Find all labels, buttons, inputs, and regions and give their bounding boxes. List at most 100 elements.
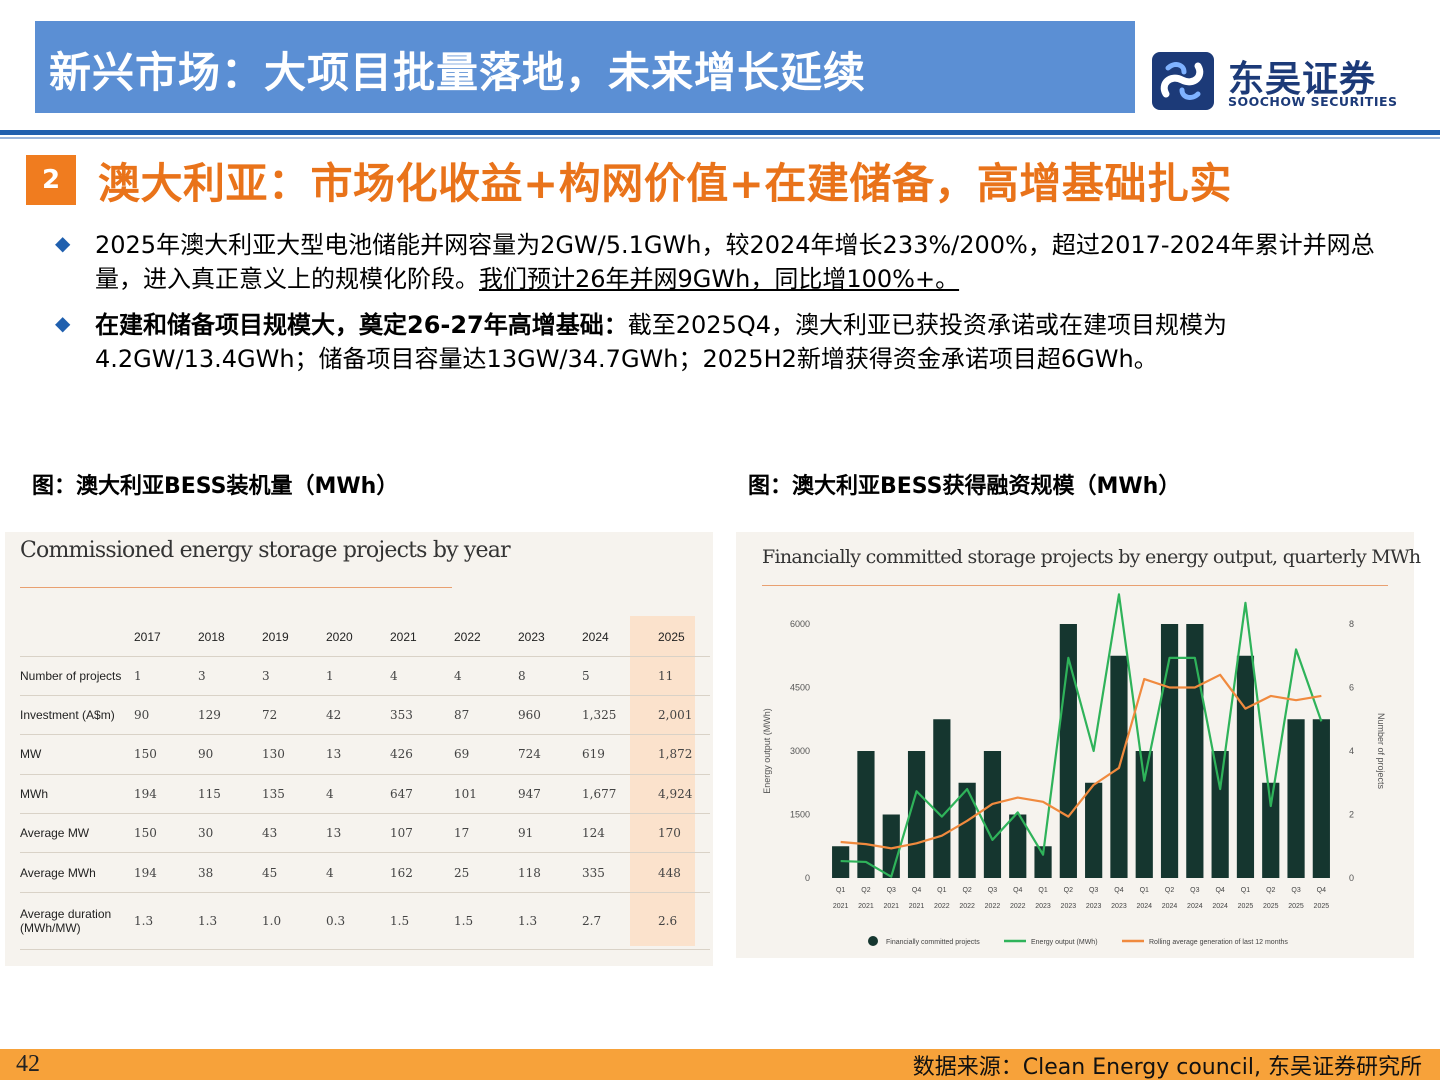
x-tick-quarter: Q1	[836, 887, 845, 894]
table-cell: 30	[198, 813, 262, 853]
y-tick-right: 0	[1349, 873, 1354, 883]
x-tick-quarter: Q2	[1064, 887, 1073, 894]
bullet-item-2: ◆ 在建和储备项目规模大，奠定26-27年高增基础：截至2025Q4，澳大利亚已…	[55, 308, 1395, 376]
x-tick-year: 2024	[1136, 903, 1152, 910]
legend-label: Financially committed projects	[886, 939, 980, 946]
table-title-rule	[20, 587, 452, 588]
y-axis-label-right: Number of projects	[1376, 713, 1386, 790]
x-tick-quarter: Q4	[1215, 887, 1224, 894]
table-cell: 3	[262, 655, 326, 696]
soochow-logo-icon	[1152, 52, 1214, 110]
table-cell: 43	[262, 813, 326, 853]
year-header: 2025	[658, 629, 685, 644]
table-cell: 101	[454, 773, 518, 814]
x-tick-year: 2024	[1162, 903, 1178, 910]
y-tick-right: 4	[1349, 746, 1354, 756]
bar	[958, 782, 976, 878]
table-cell: 170	[646, 813, 710, 853]
x-tick-year: 2023	[1061, 903, 1077, 910]
table-cell: 353	[390, 694, 454, 735]
x-tick-quarter: Q3	[988, 887, 997, 894]
x-tick-quarter: Q3	[887, 887, 896, 894]
x-tick-year: 2022	[985, 903, 1001, 910]
x-tick-year: 2021	[858, 903, 874, 910]
table-cell: 135	[262, 773, 326, 814]
row-label: MW	[20, 734, 134, 775]
y-tick-left: 6000	[790, 619, 810, 629]
table-cell: 13	[326, 734, 390, 775]
table-cell: 129	[198, 694, 262, 735]
legend-marker-bars	[868, 936, 878, 946]
table-cell: 3	[198, 655, 262, 696]
year-header: 2024	[582, 629, 609, 644]
x-tick-year: 2024	[1212, 903, 1228, 910]
legend-label: Energy output (MWh)	[1031, 939, 1098, 946]
table-cell: 335	[582, 852, 646, 893]
table-cell: 4,924	[646, 773, 710, 814]
row-label: MWh	[20, 773, 134, 814]
table-row: Average MW 150 30 43 13 107 17 91 124 170	[20, 813, 710, 853]
commissioned-projects-panel: Commissioned energy storage projects by …	[5, 532, 713, 966]
table-cell: 1	[134, 655, 198, 696]
row-label: Average MW	[20, 813, 134, 853]
table-cell: 426	[390, 734, 454, 775]
table-cell: 25	[454, 852, 518, 893]
y-tick-left: 4500	[790, 683, 810, 693]
table-cell: 1,677	[582, 773, 646, 814]
x-tick-year: 2022	[1010, 903, 1026, 910]
table-cell: 1.3	[518, 891, 582, 950]
table-cell: 107	[390, 813, 454, 853]
table-cell: 1.3	[134, 891, 198, 950]
page-number: 42	[16, 1051, 40, 1077]
bar	[1211, 751, 1229, 878]
x-tick-quarter: Q1	[937, 887, 946, 894]
table-cell: 4	[326, 852, 390, 893]
table-row: MW 150 90 130 13 426 69 724 619 1,872	[20, 734, 710, 775]
table-cell: 90	[198, 734, 262, 775]
table-cell: 17	[454, 813, 518, 853]
row-label: Average MWh	[20, 852, 134, 893]
bullet-2-text: 截至2025Q4，澳大利亚已获投资承诺或在建项目规模为4.2GW/13.4GWh…	[95, 311, 1228, 373]
financing-chart-panel: Financially committed storage projects b…	[736, 532, 1421, 958]
bullet-list: ◆ 2025年澳大利亚大型电池储能并网容量为2GW/5.1GWh，较2024年增…	[55, 228, 1395, 388]
x-tick-year: 2022	[959, 903, 975, 910]
bar	[857, 751, 875, 878]
table-title: Commissioned energy storage projects by …	[20, 538, 511, 563]
table-cell: 0.3	[326, 891, 390, 950]
table-row: Average duration (MWh/MW) 1.3 1.3 1.0 0.3 1.5…	[20, 891, 710, 950]
table-cell: 118	[518, 852, 582, 893]
table-row: Investment (A$m) 90 129 72 42 353 87 960 1,325 2,…	[20, 694, 710, 735]
row-label: Number of projects	[20, 655, 134, 696]
table-cell: 2.7	[582, 891, 646, 950]
table-cell: 5	[582, 655, 646, 696]
energy-output-line	[840, 593, 1323, 878]
y-tick-left: 3000	[790, 746, 810, 756]
table-cell: 194	[134, 852, 198, 893]
row-label: Investment (A$m)	[20, 694, 134, 735]
x-tick-year: 2023	[1086, 903, 1102, 910]
table-cell: 1,872	[646, 734, 710, 775]
x-tick-year: 2021	[833, 903, 849, 910]
x-tick-quarter: Q1	[1241, 887, 1250, 894]
bar	[1009, 814, 1027, 878]
page-title: 新兴市场：大项目批量落地，未来增长延续	[49, 48, 867, 97]
bullet-item-1: ◆ 2025年澳大利亚大型电池储能并网容量为2GW/5.1GWh，较2024年增…	[55, 228, 1395, 296]
logo-text-en: SOOCHOW SECURITIES	[1228, 94, 1398, 109]
x-tick-quarter: Q3	[1190, 887, 1199, 894]
diamond-bullet-icon: ◆	[55, 311, 71, 335]
table-cell: 4	[326, 773, 390, 814]
x-tick-year: 2022	[934, 903, 950, 910]
year-header: 2020	[326, 629, 353, 644]
table-cell: 1.0	[262, 891, 326, 950]
year-header: 2018	[198, 629, 225, 644]
table-header-row: 2017 2018 2019 2020 2021 2022 2023 2024 …	[20, 618, 710, 656]
table-cell: 1	[326, 655, 390, 696]
y-tick-left: 1500	[790, 810, 810, 820]
y-tick-right: 6	[1349, 683, 1354, 693]
x-tick-year: 2023	[1111, 903, 1127, 910]
x-tick-year: 2025	[1238, 903, 1254, 910]
x-tick-quarter: Q2	[962, 887, 971, 894]
table-cell: 150	[134, 813, 198, 853]
table-cell: 448	[646, 852, 710, 893]
rolling-average-line	[840, 673, 1322, 850]
